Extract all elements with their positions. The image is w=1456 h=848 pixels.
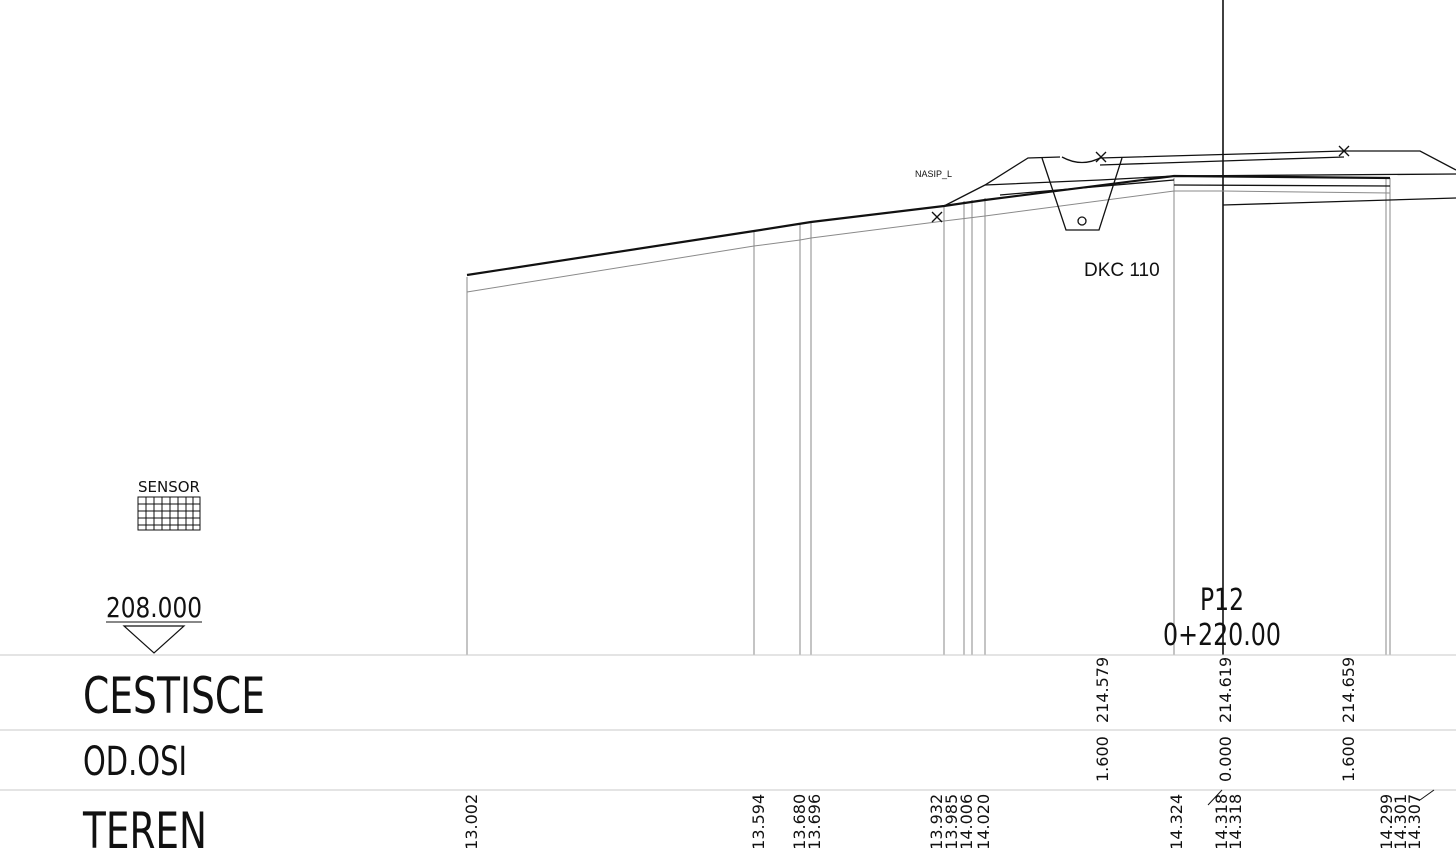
od-osi-value: 1.600 — [1339, 736, 1358, 782]
od-osi-value: 1.600 — [1093, 736, 1112, 782]
teren-value: 213.932 — [927, 794, 946, 848]
teren-value: 214.301 — [1391, 794, 1410, 848]
teren-value: 213.696 — [805, 794, 824, 848]
nasip-label: NASIP_L — [915, 169, 952, 179]
teren-value: 214.318 — [1226, 794, 1245, 848]
cestisce-value: 214.579 — [1093, 657, 1112, 723]
row-label-cestisce: CESTISCE — [83, 667, 265, 725]
sensor-label: SENSOR — [138, 478, 200, 496]
teren-leaders — [1207, 789, 1435, 806]
od-osi-values: 1.600 0.000 1.600 — [1093, 736, 1358, 782]
row-label-teren: TEREN — [82, 802, 207, 848]
teren-value: 214.318 — [1212, 794, 1231, 848]
cestisce-value: 214.619 — [1216, 657, 1235, 723]
dkc-label: DKC 110 — [1084, 260, 1160, 281]
profile-id: P12 — [1200, 583, 1244, 618]
teren-value: 214.020 — [974, 794, 993, 848]
teren-value: 213.985 — [942, 794, 961, 848]
teren-values: 213.002 213.594 213.680 213.696 213.932 … — [462, 794, 1424, 848]
cestisce-values: 214.579 214.619 214.659 — [1093, 657, 1358, 723]
teren-value: 213.002 — [462, 794, 481, 848]
teren-value: 214.324 — [1167, 794, 1186, 848]
od-osi-value: 0.000 — [1216, 736, 1235, 782]
sensor-symbol: SENSOR — [137, 478, 201, 531]
teren-value: 214.006 — [957, 794, 976, 848]
datum-triangle — [122, 625, 186, 654]
terrain-line — [466, 190, 1391, 293]
row-label-od-osi: OD.OSI — [83, 739, 187, 785]
chainage-label: 0+220.00 — [1163, 618, 1281, 653]
point-markers — [931, 145, 1350, 223]
table-grid — [0, 654, 1456, 791]
cestisce-value: 214.659 — [1339, 657, 1358, 723]
teren-value: 213.680 — [790, 794, 809, 848]
vertical-leaders — [466, 178, 1391, 655]
teren-value: 214.307 — [1405, 794, 1424, 848]
teren-value: 214.299 — [1377, 794, 1396, 848]
datum-value: 208.000 — [106, 591, 202, 624]
teren-value: 213.594 — [749, 794, 768, 848]
